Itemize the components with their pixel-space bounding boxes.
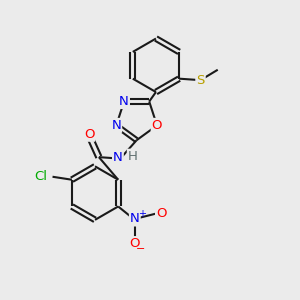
- Text: N: N: [113, 151, 123, 164]
- Text: O: O: [156, 207, 166, 220]
- Text: H: H: [128, 150, 138, 163]
- Text: +: +: [138, 208, 146, 219]
- Text: Cl: Cl: [34, 170, 47, 183]
- Text: S: S: [196, 74, 205, 87]
- Text: N: N: [111, 119, 121, 132]
- Text: O: O: [130, 237, 140, 250]
- Text: N: N: [119, 95, 129, 108]
- Text: O: O: [152, 119, 162, 132]
- Text: O: O: [84, 128, 94, 141]
- Text: −: −: [136, 244, 146, 254]
- Text: N: N: [130, 212, 140, 226]
